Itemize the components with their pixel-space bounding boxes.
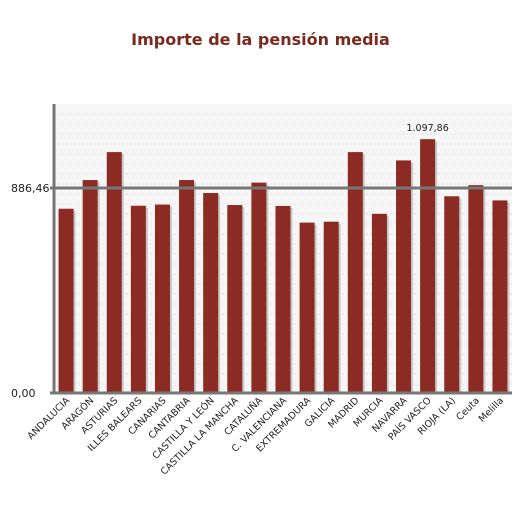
bar [251, 182, 267, 393]
bar [106, 152, 122, 393]
bar [299, 222, 315, 393]
bar [82, 180, 98, 393]
bar [347, 152, 363, 393]
bar [154, 204, 170, 393]
bars [58, 139, 510, 393]
y-tick-label: 886,46 [11, 182, 50, 195]
bar [420, 139, 436, 393]
bar [227, 205, 243, 393]
bar [468, 185, 484, 393]
bar [130, 205, 146, 393]
bar [396, 160, 412, 393]
bar [492, 200, 508, 393]
chart-title: Importe de la pensión media [131, 30, 390, 49]
bar [371, 213, 387, 393]
x-tick-label: Melilla [477, 395, 506, 424]
bar [444, 196, 460, 393]
y-tick-label: 0,00 [11, 387, 36, 400]
bar [323, 221, 339, 393]
axes [50, 104, 512, 395]
bar [203, 193, 219, 393]
bar [275, 205, 291, 393]
bar [179, 180, 195, 393]
data-label: 1.097,86 [406, 123, 448, 134]
bar [58, 208, 74, 393]
